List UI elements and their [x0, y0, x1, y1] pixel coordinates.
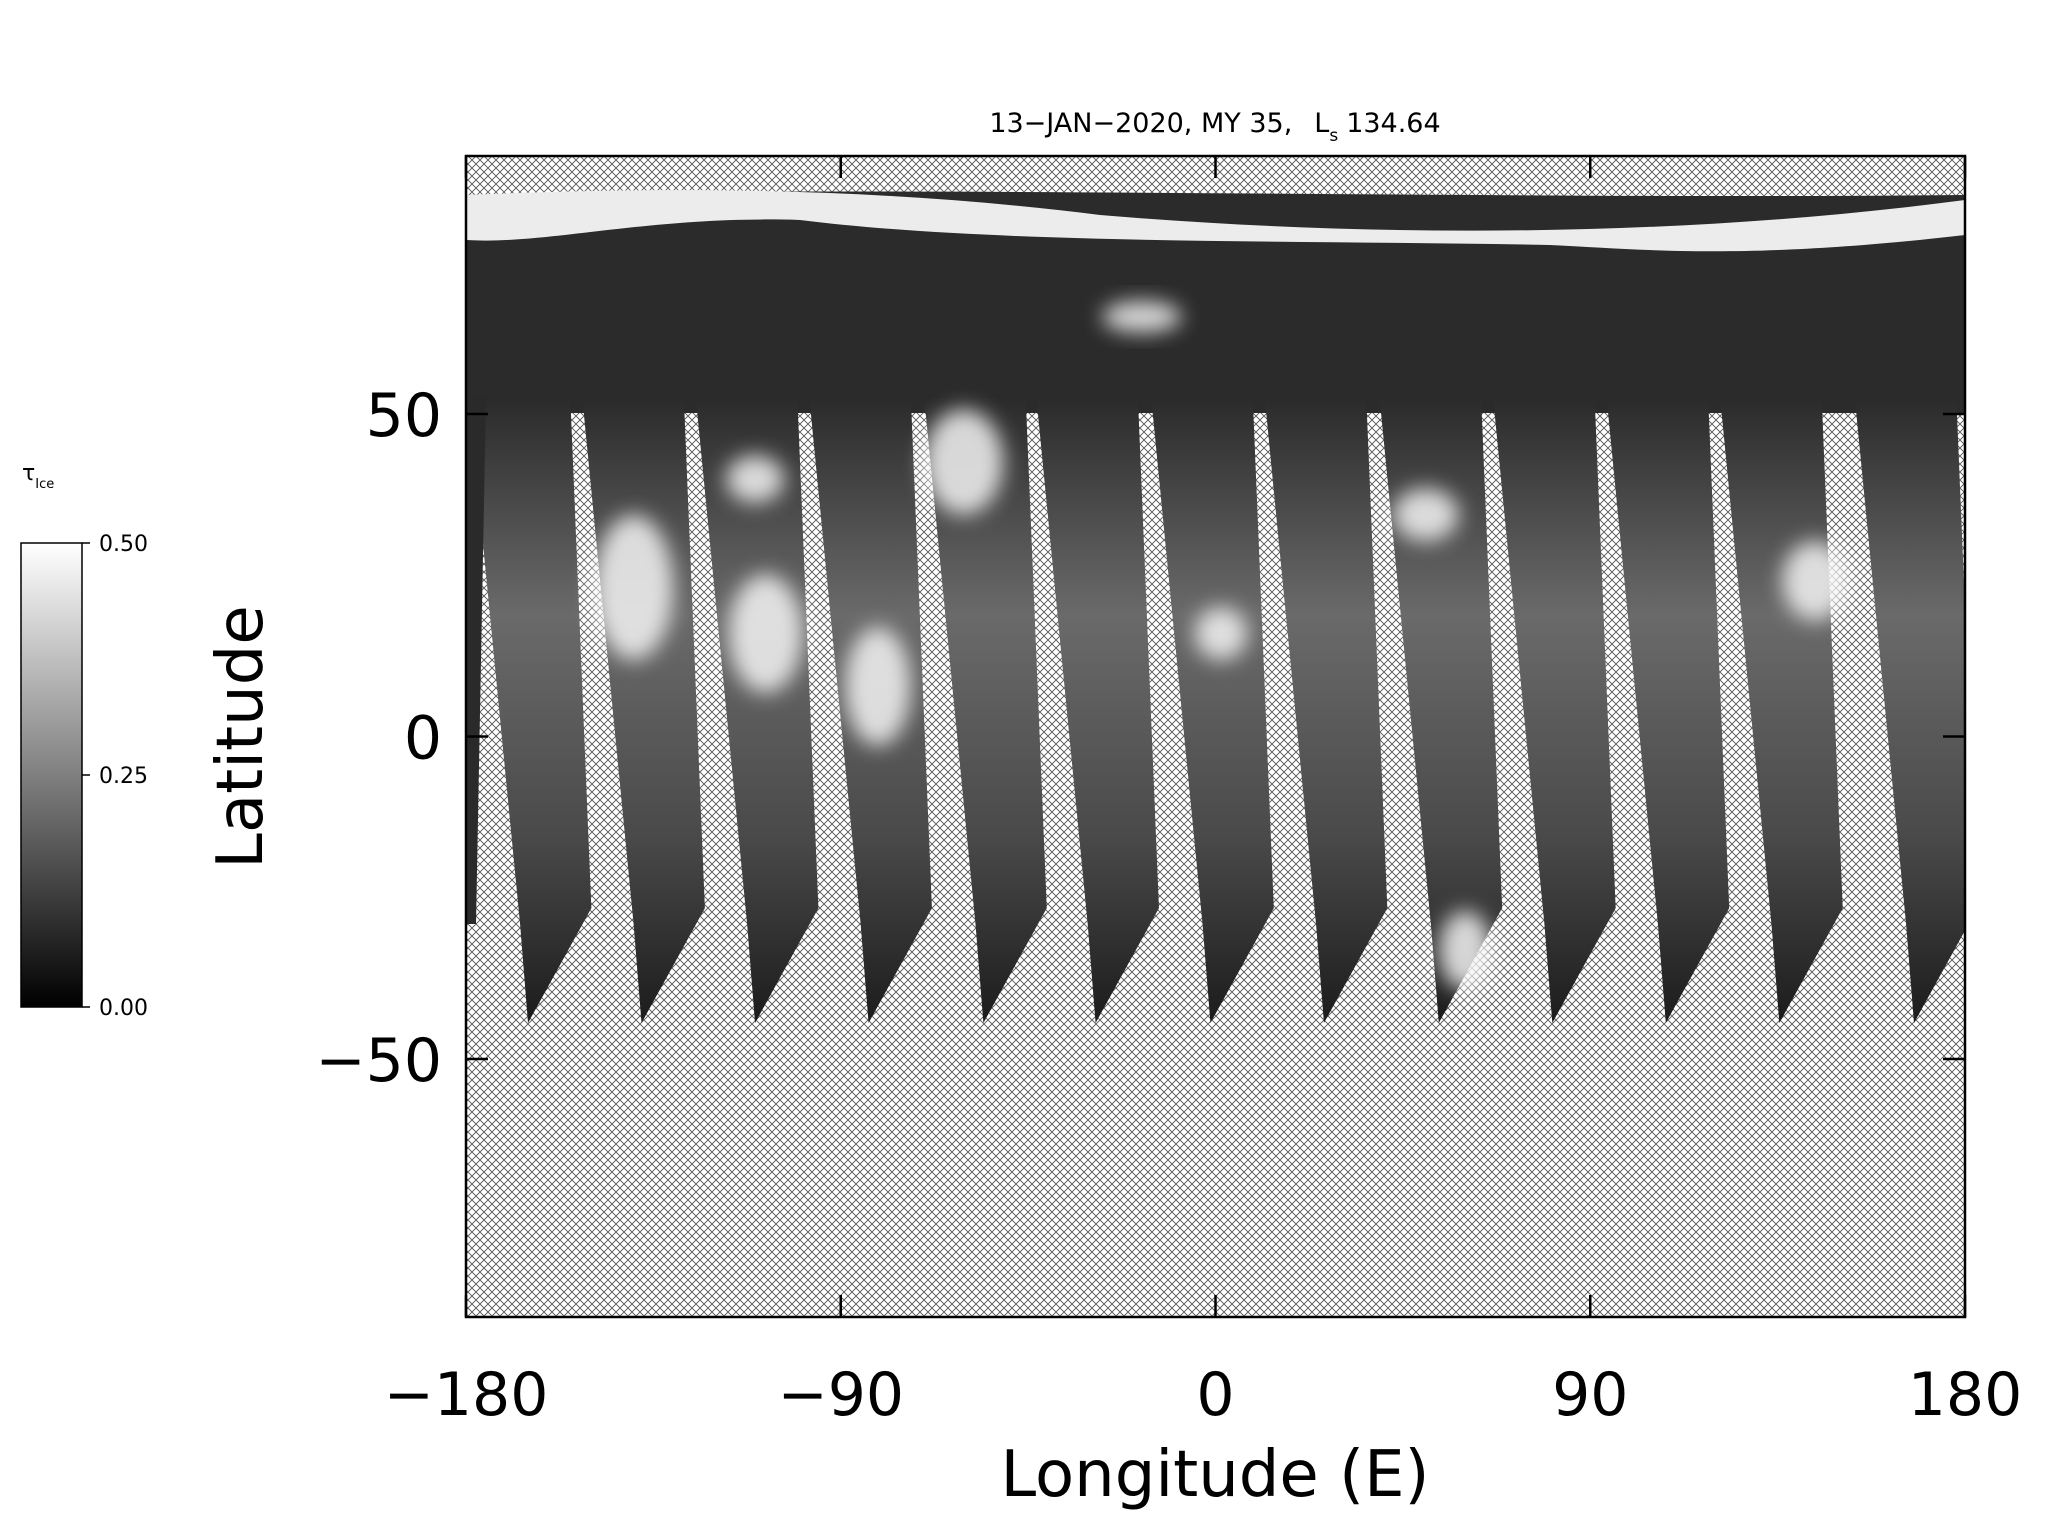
cloud	[1102, 300, 1182, 333]
colorbar-tick-label: 0.00	[99, 996, 148, 1021]
title-subscript: s	[1329, 126, 1338, 146]
edge-swath	[466, 396, 486, 924]
y-tick-label: 0	[404, 704, 442, 774]
title-text: 13−JAN−2020, MY 35,	[989, 108, 1292, 139]
plot-area	[466, 156, 1965, 1317]
swath	[1854, 396, 1965, 1023]
colorbar-tick-label: 0.25	[99, 764, 148, 789]
x-tick-label: 180	[1908, 1360, 2023, 1430]
swath	[1606, 396, 1730, 1023]
chart-title: 13−JAN−2020, MY 35, Ls 134.64	[989, 108, 1440, 146]
swath	[695, 396, 819, 1023]
colorbar-tick-label: 0.50	[99, 532, 148, 557]
cloud	[728, 574, 803, 693]
cloud	[594, 514, 674, 661]
cloud	[1438, 910, 1492, 991]
swath	[1264, 396, 1388, 1023]
y-tick-label: −50	[315, 1026, 442, 1096]
cloud	[726, 455, 785, 503]
swath	[1151, 396, 1274, 1023]
colorbar-label: τIce	[22, 461, 54, 492]
x-tick-label: 0	[1196, 1360, 1234, 1430]
swath	[468, 396, 592, 1023]
x-tick-label: −180	[384, 1360, 549, 1430]
title-symbol: L	[1314, 108, 1329, 139]
x-axis-label: Longitude (E)	[1000, 1438, 1429, 1512]
cloud	[844, 627, 911, 746]
colorbar-symbol: τ	[22, 461, 35, 486]
cloud	[1392, 488, 1459, 542]
colorbar	[20, 542, 83, 1008]
cloud	[1194, 607, 1248, 660]
colorbar-subscript: Ice	[35, 477, 54, 492]
swath	[1379, 396, 1503, 1023]
x-tick-label: −90	[777, 1360, 904, 1430]
polar-cap	[466, 190, 1965, 252]
swath	[1036, 396, 1159, 1023]
cloud	[924, 409, 1004, 515]
swath	[1492, 396, 1616, 1023]
map-image	[466, 156, 1965, 1317]
title-value: 134.64	[1346, 108, 1440, 139]
swath	[924, 396, 1047, 1023]
x-tick-label: 90	[1552, 1360, 1628, 1430]
y-axis-label: Latitude	[204, 605, 278, 868]
cloud	[1782, 541, 1848, 621]
y-tick-label: 50	[366, 381, 442, 451]
